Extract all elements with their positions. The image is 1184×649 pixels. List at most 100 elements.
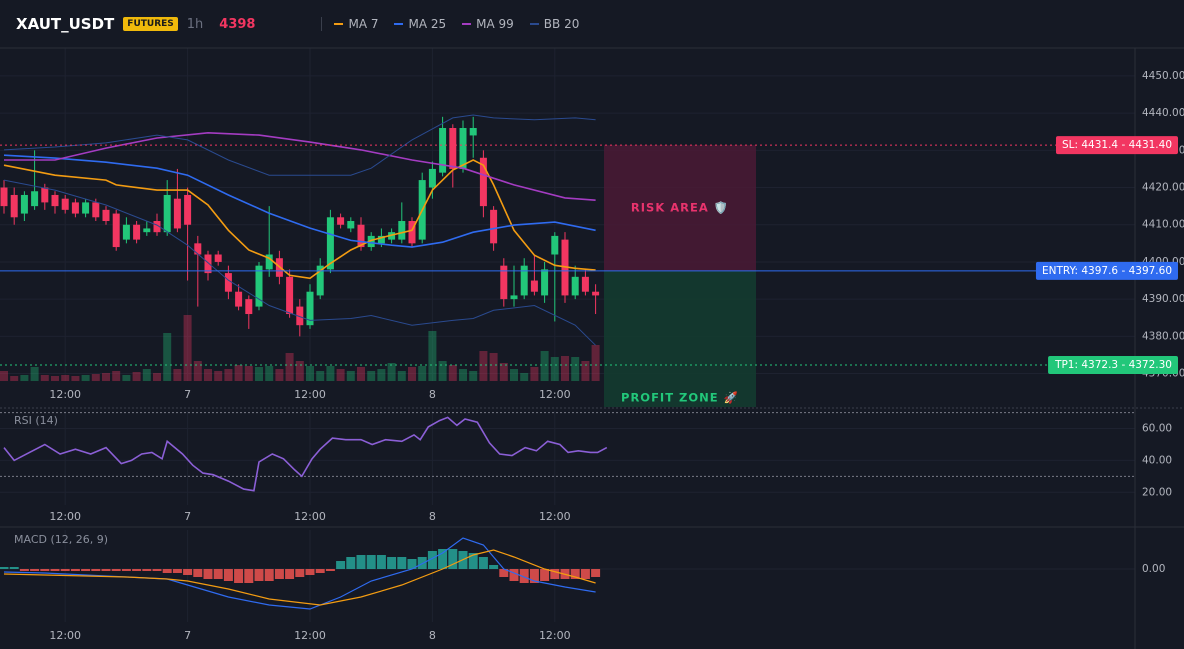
volume-bar	[326, 366, 335, 381]
volume-bar	[459, 369, 467, 381]
x-tick-label: 12:00	[49, 388, 81, 401]
indicator-line	[3, 179, 596, 346]
y-tick-label: 20.00	[1142, 486, 1172, 498]
badge-label: SL: 4431.4 - 4431.40	[1062, 139, 1172, 151]
volume-bar	[591, 345, 600, 381]
candle-body	[398, 221, 406, 240]
candle-body	[173, 198, 181, 229]
volume-bar	[499, 363, 508, 381]
candle-body	[530, 280, 538, 292]
histogram-bar	[346, 557, 356, 569]
histogram-bar	[19, 569, 29, 571]
histogram-bar	[264, 569, 274, 581]
histogram-bar	[111, 569, 121, 571]
price-badge: TP1: 4372.3 - 4372.30	[1048, 356, 1178, 375]
candle-body	[112, 213, 120, 248]
volume-bar	[112, 371, 121, 381]
histogram-bar	[509, 569, 519, 581]
volume-bar	[81, 375, 90, 381]
candle-body	[122, 224, 130, 240]
histogram-bar	[172, 569, 182, 573]
histogram-bar	[376, 555, 386, 569]
histogram-bar	[448, 549, 458, 569]
x-tick-label: 8	[429, 629, 436, 642]
histogram-bar	[336, 561, 346, 569]
histogram-bar	[30, 569, 40, 571]
legend-item[interactable]: MA 7	[334, 17, 378, 31]
indicator-line	[4, 131, 596, 201]
volume-bar	[163, 333, 172, 381]
histogram-bar	[142, 569, 152, 571]
candle-body	[337, 217, 345, 225]
y-tick-label: 40.00	[1142, 454, 1172, 466]
histogram-bar	[295, 569, 305, 577]
volume-bar	[469, 371, 478, 381]
legend-label: MA 7	[348, 17, 379, 31]
volume-bar	[428, 331, 437, 381]
legend-item[interactable]: MA 99	[462, 17, 514, 31]
volume-bar	[183, 315, 192, 381]
x-tick-label: 12:00	[539, 629, 571, 642]
x-tick-label: 12:00	[294, 510, 326, 523]
candle-body	[357, 224, 365, 248]
pane-title: MACD (12, 26, 9)	[14, 533, 108, 546]
x-tick-label: 12:00	[49, 510, 81, 523]
candle-body	[347, 221, 355, 229]
histogram-bar	[550, 569, 560, 579]
volume-bar	[367, 371, 376, 381]
legend-label: BB 20	[543, 17, 580, 31]
candle-body	[255, 265, 263, 307]
histogram-bar	[132, 569, 142, 571]
candle-body	[214, 254, 222, 262]
interval[interactable]: 1h	[186, 16, 204, 32]
volume-bar	[418, 366, 427, 381]
histogram-bar	[489, 565, 499, 569]
histogram-bar	[274, 569, 284, 579]
volume-bar	[336, 369, 345, 381]
histogram-bar	[244, 569, 254, 583]
histogram-bar	[407, 559, 417, 569]
x-tick-label: 12:00	[49, 629, 81, 642]
x-tick-label: 7	[184, 510, 191, 523]
histogram-bar	[0, 567, 9, 569]
candle-body	[31, 191, 39, 207]
candle-body	[316, 265, 324, 296]
candle-body	[510, 295, 518, 300]
volume-bar	[244, 366, 253, 381]
volume-bar	[10, 376, 19, 381]
candle-body	[61, 198, 69, 210]
legend-swatch	[529, 23, 539, 25]
header: XAUT_USDT FUTURES 1h 4398 MA 7 MA 25 MA 99…	[0, 0, 1184, 48]
histogram-bar	[254, 569, 264, 581]
volume-bar	[285, 353, 294, 381]
indicator-line	[3, 159, 596, 280]
legend-label: MA 99	[476, 17, 514, 31]
candle-body	[286, 276, 294, 315]
y-tick-label: 4450.00	[1142, 70, 1184, 82]
candle-body	[20, 194, 28, 214]
volume-bar	[346, 371, 355, 381]
histogram-bar	[529, 569, 539, 583]
x-tick-label: 8	[429, 388, 436, 401]
candle-body	[194, 243, 202, 255]
candle-body	[163, 194, 171, 233]
volume-bar	[30, 367, 39, 381]
histogram-bar	[519, 569, 529, 583]
candle-body	[204, 254, 212, 274]
volume-bar	[275, 369, 284, 381]
x-tick-label: 7	[184, 629, 191, 642]
risk-zone	[604, 145, 756, 271]
badge-bg	[1055, 136, 1178, 155]
y-tick-label: 60.00	[1142, 423, 1172, 435]
legend-item[interactable]: BB 20	[529, 17, 580, 31]
volume-bar	[71, 376, 80, 381]
volume-bar	[520, 373, 529, 381]
volume-bar	[224, 369, 233, 381]
candle-body	[367, 235, 375, 248]
y-tick-label: 4410.00	[1142, 219, 1184, 231]
volume-bar	[214, 371, 223, 381]
legend-item[interactable]: MA 25	[394, 17, 446, 31]
volume-bar	[510, 369, 518, 381]
histogram-bar	[81, 569, 91, 571]
candle-body	[479, 157, 487, 207]
